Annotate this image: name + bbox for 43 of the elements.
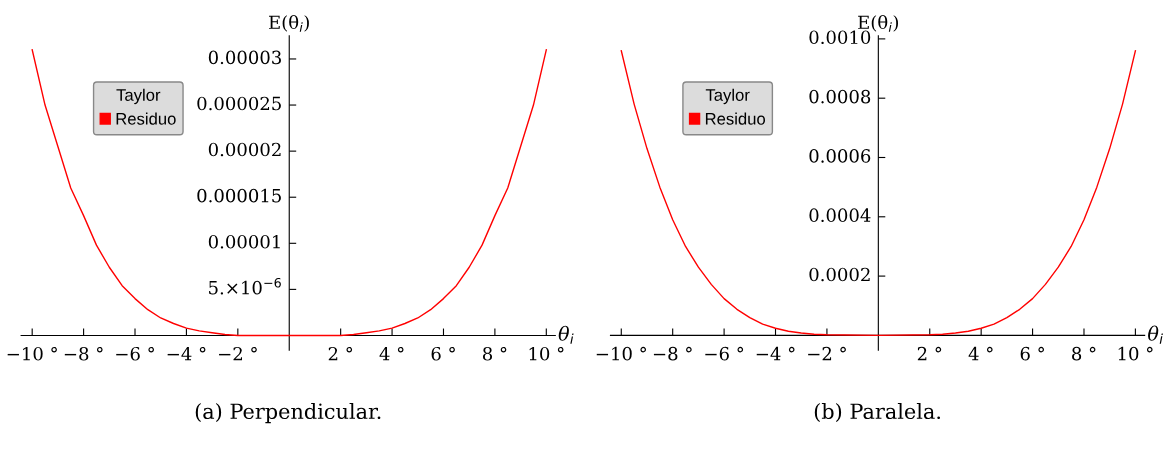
text: (b) Paralela. [814, 403, 941, 423]
x-tick-label: −8 ° [64, 346, 103, 361]
y-tick-label: 0.00001 [208, 234, 280, 249]
y-axis-title: E(θ$_{i}$) [269, 14, 309, 32]
x-axis-title: θ$_{i}$ [1148, 325, 1163, 344]
x-tick-label: 2 ° [328, 346, 353, 361]
x-tick-label: 4 ° [968, 346, 993, 361]
y-tick-label: 0.0002 [809, 267, 870, 282]
y-tick-label: 0.0004 [809, 208, 871, 223]
text: (a) Perpendicular. [195, 403, 381, 424]
legend-title: Taylor [116, 88, 161, 105]
x-tick-label: −4 ° [756, 346, 795, 361]
x-tick-label: 8 ° [482, 346, 507, 361]
x-tick-label: 6 ° [1020, 346, 1044, 361]
y-axis-title: E(θ$_{i}$) [858, 14, 899, 32]
y-tick-label: 0.0010 [809, 30, 871, 45]
x-tick-label: −6 ° [116, 346, 154, 361]
y-tick-label: 0.0008 [809, 89, 871, 104]
y-tick-label: 5.×10$^{−6}$ [209, 277, 281, 295]
y-tick-label: 0.000015 [197, 188, 281, 203]
x-tick-label: 4 ° [379, 346, 404, 361]
x-tick-label: 10 ° [1118, 346, 1153, 361]
x-axis-title: θ$_{i}$ [558, 325, 574, 344]
line-series [31, 49, 547, 337]
x-tick-label: 2 ° [917, 346, 942, 361]
line-series [620, 50, 1137, 337]
x-tick-label: −2 ° [219, 346, 257, 361]
x-tick-label: −10 ° [596, 346, 646, 361]
x-tick-label: 10 ° [529, 346, 564, 361]
x-tick-label: −2 ° [808, 346, 846, 361]
x-tick-label: −4 ° [167, 346, 206, 361]
x-tick-label: −8 ° [653, 346, 692, 361]
x-tick-label: −10 ° [7, 346, 57, 361]
x-tick-label: −6 ° [705, 346, 744, 361]
y-tick-label: 0.00002 [208, 142, 281, 157]
x-tick-label: 6 ° [431, 346, 455, 361]
y-tick-label: 0.000025 [197, 96, 281, 111]
y-tick-label: 0.00003 [208, 50, 281, 65]
legend-title: Taylor [705, 88, 750, 105]
legend-label: Residuo [116, 112, 176, 125]
legend-label: Residuo [705, 112, 766, 125]
x-tick-label: 8 ° [1072, 346, 1096, 361]
y-tick-label: 0.0006 [809, 149, 871, 163]
